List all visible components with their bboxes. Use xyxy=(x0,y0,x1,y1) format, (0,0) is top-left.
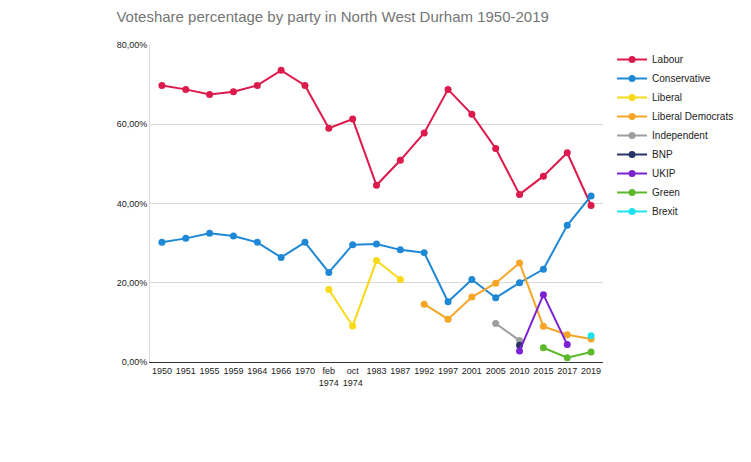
svg-text:40,00%: 40,00% xyxy=(117,199,148,209)
svg-text:oct1974: oct1974 xyxy=(343,366,363,388)
svg-text:Labour: Labour xyxy=(652,54,684,65)
svg-text:Voteshare percentage by party: Voteshare percentage by party in North W… xyxy=(116,8,548,25)
svg-text:1970: 1970 xyxy=(295,366,315,376)
svg-text:1992: 1992 xyxy=(414,366,434,376)
svg-text:UKIP: UKIP xyxy=(652,168,676,179)
svg-text:20,00%: 20,00% xyxy=(117,278,148,288)
svg-text:Independent: Independent xyxy=(652,130,708,141)
svg-text:2019: 2019 xyxy=(581,366,601,376)
svg-text:1997: 1997 xyxy=(438,366,458,376)
svg-text:0,00%: 0,00% xyxy=(122,357,148,367)
svg-text:1955: 1955 xyxy=(200,366,220,376)
svg-text:feb1974: feb1974 xyxy=(319,366,339,388)
svg-text:1964: 1964 xyxy=(247,366,267,376)
svg-text:1959: 1959 xyxy=(223,366,243,376)
svg-text:2015: 2015 xyxy=(533,366,553,376)
svg-text:2001: 2001 xyxy=(462,366,482,376)
svg-text:2005: 2005 xyxy=(486,366,506,376)
svg-text:1983: 1983 xyxy=(366,366,386,376)
svg-text:Green: Green xyxy=(652,187,680,198)
svg-text:Conservative: Conservative xyxy=(652,73,711,84)
svg-text:2017: 2017 xyxy=(557,366,577,376)
svg-text:1966: 1966 xyxy=(271,366,291,376)
svg-text:1951: 1951 xyxy=(176,366,196,376)
svg-text:60,00%: 60,00% xyxy=(117,119,148,129)
svg-text:1987: 1987 xyxy=(390,366,410,376)
svg-text:Brexit: Brexit xyxy=(652,206,678,217)
svg-text:1950: 1950 xyxy=(152,366,172,376)
svg-text:80,00%: 80,00% xyxy=(117,40,148,50)
svg-text:Liberal Democrats: Liberal Democrats xyxy=(652,111,733,122)
svg-text:2010: 2010 xyxy=(510,366,530,376)
svg-text:Liberal: Liberal xyxy=(652,92,682,103)
svg-text:BNP: BNP xyxy=(652,149,673,160)
